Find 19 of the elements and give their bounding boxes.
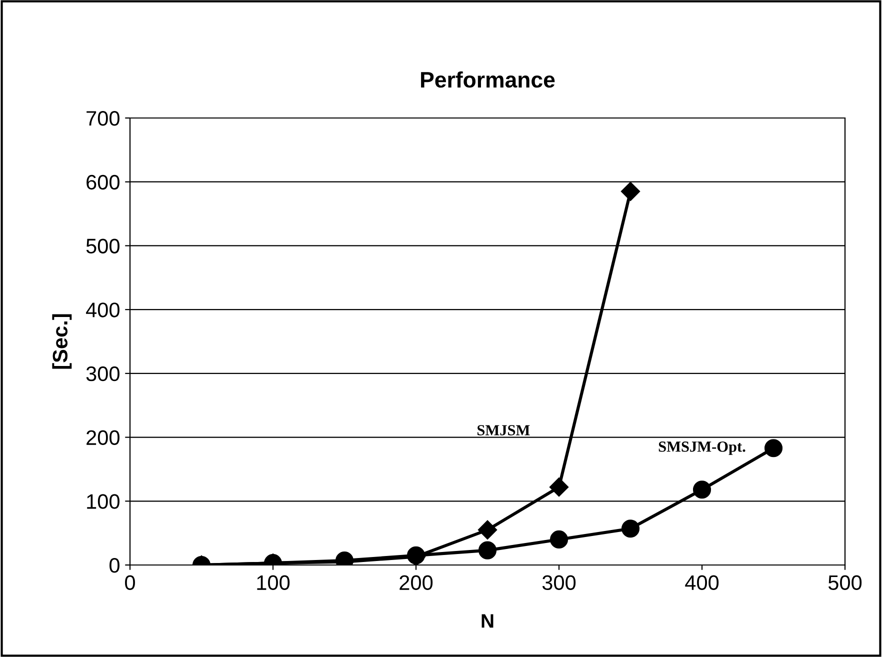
y-tick-label: 200 [86,430,120,446]
x-tick-label: 0 [125,575,135,590]
y-tick-label: 300 [86,366,120,382]
x-tick-label: 100 [257,575,290,590]
y-tick-label: 0 [110,558,120,573]
y-axis-title: [Sec.] [52,314,72,369]
x-tick-label: 500 [828,575,862,590]
x-tick-label: 300 [542,575,576,590]
x-tick-label: 400 [685,575,719,590]
chart-title: Performance [421,71,555,88]
x-tick-label: 200 [400,575,433,590]
y-tick-label: 600 [86,174,120,190]
text: SMJSM [478,425,530,436]
y-tick-label: 700 [86,111,120,126]
y-tick-label: 500 [86,238,120,254]
y-tick-label: 400 [86,302,120,318]
x-axis-title: N [482,614,494,628]
y-tick-label: 100 [87,494,120,509]
series-label: SMSJM-Opt. [658,442,746,455]
